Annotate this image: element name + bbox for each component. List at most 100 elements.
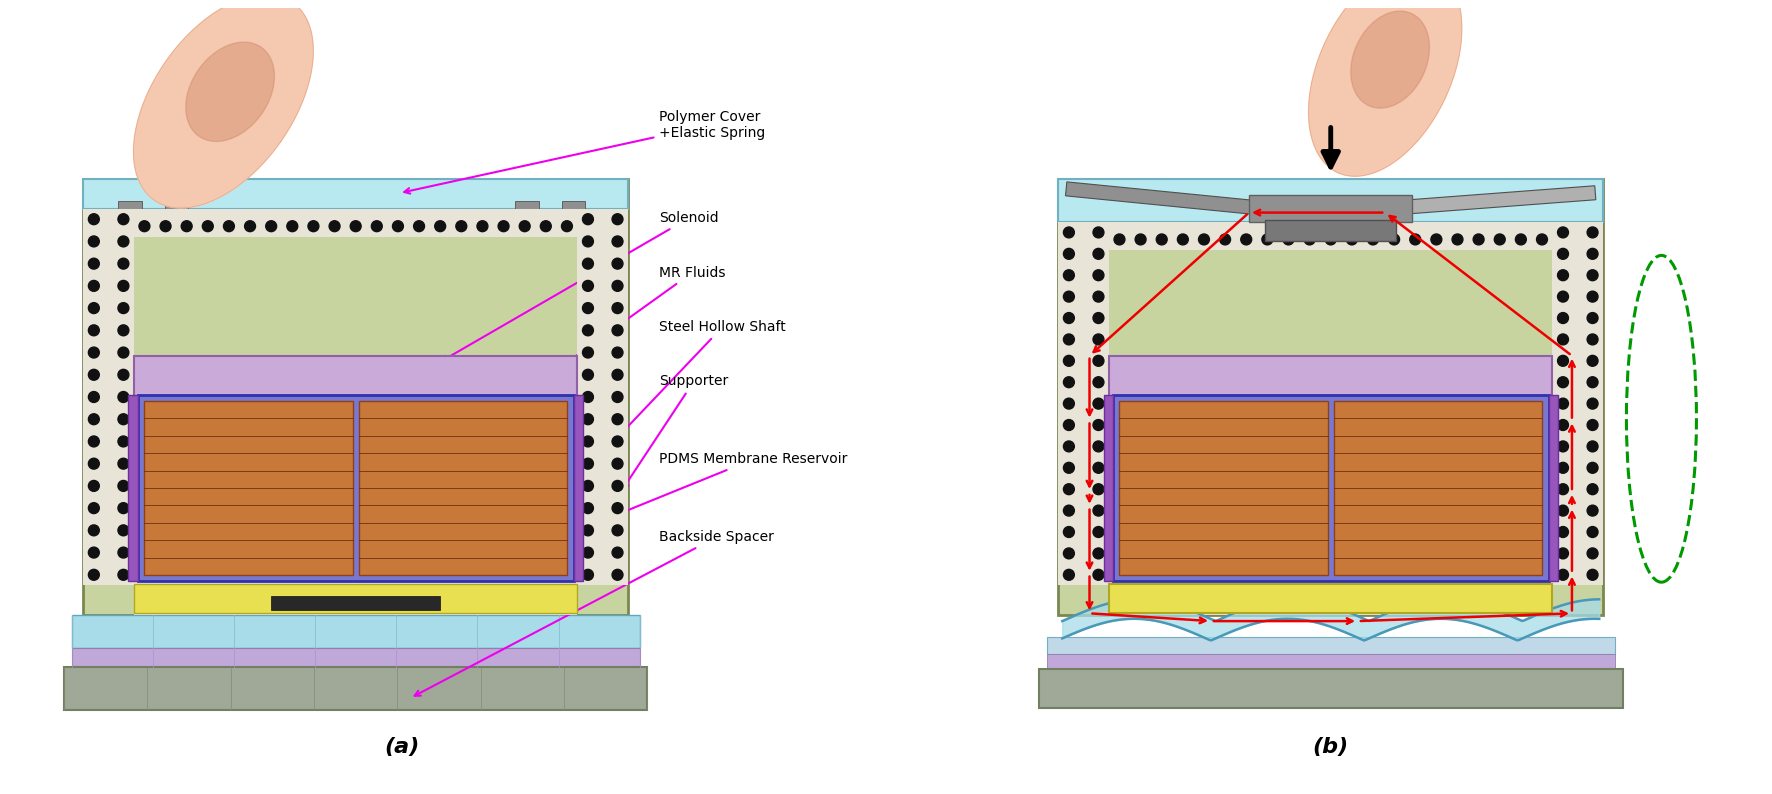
Circle shape	[1451, 234, 1464, 245]
Circle shape	[1093, 441, 1104, 452]
Circle shape	[1198, 234, 1210, 245]
Bar	[144, 401, 353, 575]
Circle shape	[1325, 599, 1336, 610]
Circle shape	[1063, 398, 1074, 409]
Circle shape	[611, 214, 624, 225]
Circle shape	[434, 599, 445, 610]
Circle shape	[1063, 548, 1074, 559]
Circle shape	[611, 369, 624, 380]
Circle shape	[119, 214, 129, 225]
Circle shape	[89, 436, 99, 447]
Circle shape	[1389, 234, 1400, 245]
Circle shape	[287, 599, 298, 610]
Circle shape	[1093, 398, 1104, 409]
Circle shape	[89, 503, 99, 514]
Circle shape	[1262, 599, 1272, 610]
Circle shape	[119, 503, 129, 514]
Polygon shape	[1065, 182, 1359, 225]
Bar	[1120, 401, 1327, 575]
Bar	[135, 356, 578, 499]
Circle shape	[583, 436, 594, 447]
Circle shape	[1558, 227, 1568, 238]
Bar	[138, 395, 574, 581]
Circle shape	[498, 221, 509, 232]
Circle shape	[611, 347, 624, 358]
Circle shape	[1093, 249, 1104, 260]
Circle shape	[611, 569, 624, 580]
Circle shape	[583, 525, 594, 536]
Circle shape	[1558, 377, 1568, 387]
Circle shape	[119, 525, 129, 536]
Circle shape	[1198, 599, 1210, 610]
Circle shape	[89, 303, 99, 314]
Circle shape	[1588, 484, 1598, 495]
Circle shape	[330, 599, 340, 610]
Circle shape	[1494, 234, 1504, 245]
Bar	[83, 179, 627, 209]
Polygon shape	[186, 42, 275, 141]
Circle shape	[119, 347, 129, 358]
Circle shape	[1093, 227, 1104, 238]
Circle shape	[308, 599, 319, 610]
Circle shape	[1588, 569, 1598, 580]
Circle shape	[181, 221, 191, 232]
Circle shape	[1283, 234, 1294, 245]
Circle shape	[89, 214, 99, 225]
Circle shape	[1588, 377, 1598, 387]
Text: Solenoid: Solenoid	[441, 211, 719, 361]
Circle shape	[1063, 377, 1074, 387]
Circle shape	[1588, 334, 1598, 345]
Circle shape	[392, 221, 404, 232]
Bar	[83, 179, 627, 615]
Circle shape	[1515, 234, 1526, 245]
Circle shape	[1283, 599, 1294, 610]
Circle shape	[119, 369, 129, 380]
Circle shape	[1558, 462, 1568, 473]
Circle shape	[1063, 291, 1074, 302]
Circle shape	[223, 599, 234, 610]
Circle shape	[611, 280, 624, 291]
Circle shape	[583, 569, 594, 580]
Circle shape	[583, 458, 594, 469]
Circle shape	[1093, 291, 1104, 302]
Circle shape	[1451, 599, 1464, 610]
Circle shape	[1588, 291, 1598, 302]
Circle shape	[583, 347, 594, 358]
Circle shape	[1093, 526, 1104, 538]
Circle shape	[119, 280, 129, 291]
Circle shape	[1136, 234, 1146, 245]
Circle shape	[519, 221, 530, 232]
Circle shape	[1347, 234, 1357, 245]
Circle shape	[1063, 227, 1074, 238]
Bar	[1047, 637, 1614, 653]
Circle shape	[498, 599, 509, 610]
Circle shape	[562, 221, 572, 232]
Circle shape	[1177, 599, 1189, 610]
Circle shape	[1558, 249, 1568, 260]
Circle shape	[119, 325, 129, 336]
Bar	[135, 584, 578, 613]
Bar	[574, 395, 583, 581]
Circle shape	[1411, 599, 1421, 610]
Circle shape	[1432, 234, 1442, 245]
Bar	[1549, 395, 1558, 581]
Circle shape	[1588, 356, 1598, 366]
Circle shape	[159, 221, 170, 232]
Circle shape	[455, 221, 466, 232]
Bar	[1058, 222, 1109, 585]
Circle shape	[583, 325, 594, 336]
Circle shape	[1368, 234, 1379, 245]
Circle shape	[1473, 599, 1485, 610]
Circle shape	[1325, 234, 1336, 245]
Circle shape	[583, 303, 594, 314]
Circle shape	[138, 221, 151, 232]
Circle shape	[540, 599, 551, 610]
Circle shape	[1389, 599, 1400, 610]
Circle shape	[89, 325, 99, 336]
Circle shape	[1063, 441, 1074, 452]
Circle shape	[89, 391, 99, 403]
Circle shape	[611, 503, 624, 514]
Circle shape	[89, 458, 99, 469]
Circle shape	[1558, 291, 1568, 302]
Circle shape	[351, 599, 361, 610]
